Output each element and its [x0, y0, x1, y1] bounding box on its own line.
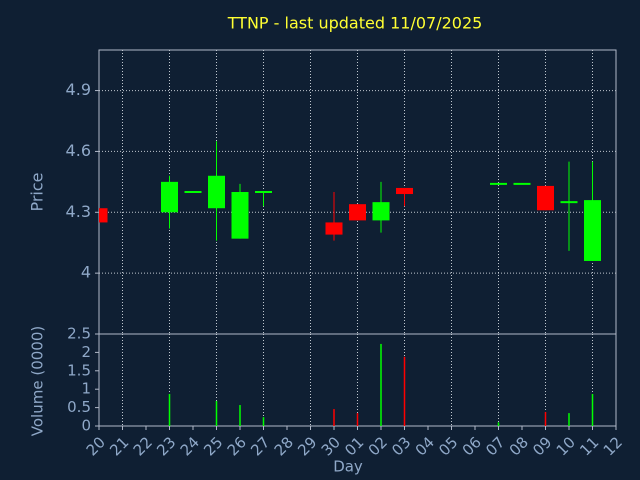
candle-body: [584, 200, 601, 261]
candle-body: [372, 202, 390, 221]
candle-body: [184, 191, 202, 193]
candle-body: [513, 182, 531, 185]
y-tick-label: 4.6: [66, 141, 91, 160]
y-tick-label: 0: [81, 417, 91, 435]
volume-bar: [239, 405, 241, 426]
candle-body: [349, 204, 366, 221]
volume-bar: [591, 393, 594, 426]
y-tick-label: 4.9: [66, 80, 91, 99]
volume-bar: [168, 393, 171, 426]
y-tick-label: 0.5: [67, 398, 91, 416]
candle-body: [255, 191, 272, 193]
candle-body: [99, 208, 108, 223]
y-tick-label: 1: [81, 380, 91, 398]
candle-body: [560, 201, 578, 204]
volume-bar: [544, 412, 547, 426]
candle-body: [537, 185, 554, 211]
volume-bar: [356, 413, 359, 426]
volume-bar: [380, 343, 382, 426]
chart-title: TTNP - last updated 11/07/2025: [227, 14, 483, 33]
volume-bar: [262, 417, 265, 426]
y-axis-label: Price: [28, 172, 47, 211]
candle-body: [490, 182, 507, 185]
x-axis-label: Day: [333, 458, 363, 476]
candle-body: [161, 181, 178, 213]
y-tick-label: 4: [81, 263, 91, 282]
volume-bar: [497, 422, 500, 426]
y-tick-label: 1.5: [67, 361, 91, 379]
volume-bar: [403, 356, 406, 426]
candle-body: [396, 187, 413, 195]
candle-body: [208, 175, 225, 209]
volume-bar: [215, 400, 218, 426]
candle-body: [231, 192, 249, 239]
y-tick-label: 2.5: [67, 325, 91, 343]
y-tick-label: 2: [81, 343, 91, 361]
volume-bar: [568, 413, 570, 426]
y-tick-label: 4.3: [66, 202, 91, 221]
candle-body: [325, 222, 343, 235]
y-axis-label: Volume (0000): [29, 326, 47, 436]
volume-bar: [333, 409, 335, 426]
